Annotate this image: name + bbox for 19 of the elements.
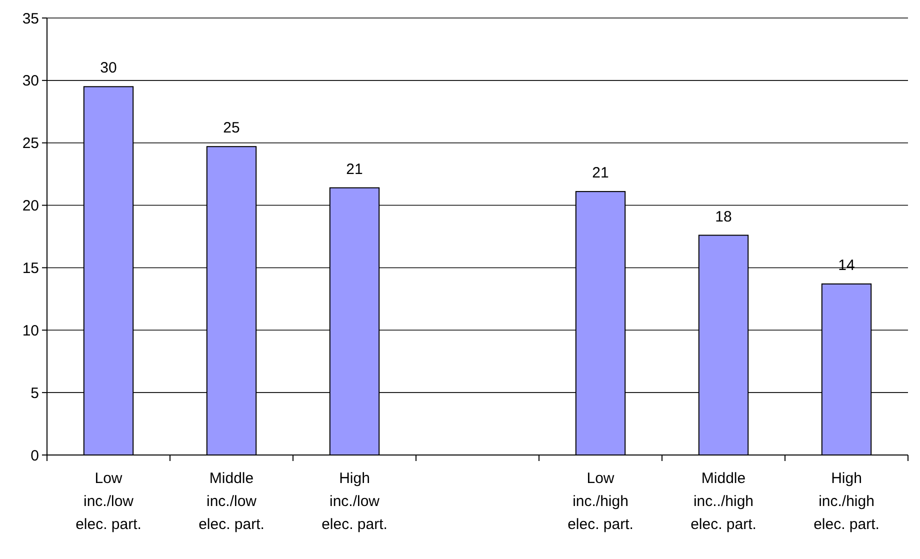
x-tick-label: Low inc./high elec. part. — [568, 470, 634, 533]
x-tick-label: High inc./high elec. part. — [814, 470, 880, 533]
y-tick-label: 30 — [22, 72, 39, 90]
x-tick-label: Low inc./low elec. part. — [76, 470, 142, 533]
data-label: 21 — [346, 160, 363, 178]
x-tick-label: High inc./low elec. part. — [322, 470, 388, 533]
y-tick-label: 25 — [22, 135, 39, 152]
data-label: 21 — [592, 164, 609, 182]
y-tick-label: 10 — [22, 322, 39, 340]
y-tick-label: 20 — [22, 198, 39, 215]
y-tick-label: 5 — [30, 384, 39, 402]
data-label: 18 — [715, 208, 732, 226]
data-label: 25 — [223, 120, 240, 137]
y-tick-label: 15 — [22, 260, 39, 277]
y-tick-label: 0 — [30, 447, 39, 464]
data-label: 30 — [100, 60, 117, 77]
x-tick-label: Middle inc./low elec. part. — [198, 470, 264, 533]
x-tick-label: Middle inc../high elec. part. — [690, 470, 756, 533]
y-tick-label: 35 — [22, 10, 39, 28]
